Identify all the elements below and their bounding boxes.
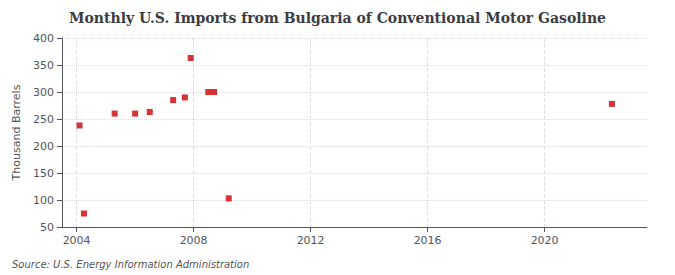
svg-text:Source: U.S. Energy Informatio: Source: U.S. Energy Information Administ… — [12, 259, 249, 270]
svg-text:150: 150 — [33, 167, 54, 180]
svg-text:2012: 2012 — [297, 234, 325, 247]
svg-text:400: 400 — [33, 32, 54, 45]
svg-text:300: 300 — [33, 86, 54, 99]
svg-text:Thousand Barrels: Thousand Barrels — [10, 84, 23, 181]
svg-text:2004: 2004 — [63, 234, 91, 247]
svg-text:2008: 2008 — [180, 234, 208, 247]
svg-text:250: 250 — [33, 113, 54, 126]
svg-text:100: 100 — [33, 194, 54, 207]
svg-text:Monthly U.S. Imports from Bulg: Monthly U.S. Imports from Bulgaria of Co… — [69, 10, 606, 26]
svg-text:350: 350 — [33, 59, 54, 72]
svg-text:50: 50 — [40, 221, 54, 234]
svg-text:200: 200 — [33, 140, 54, 153]
svg-text:2016: 2016 — [414, 234, 442, 247]
svg-text:2020: 2020 — [531, 234, 559, 247]
